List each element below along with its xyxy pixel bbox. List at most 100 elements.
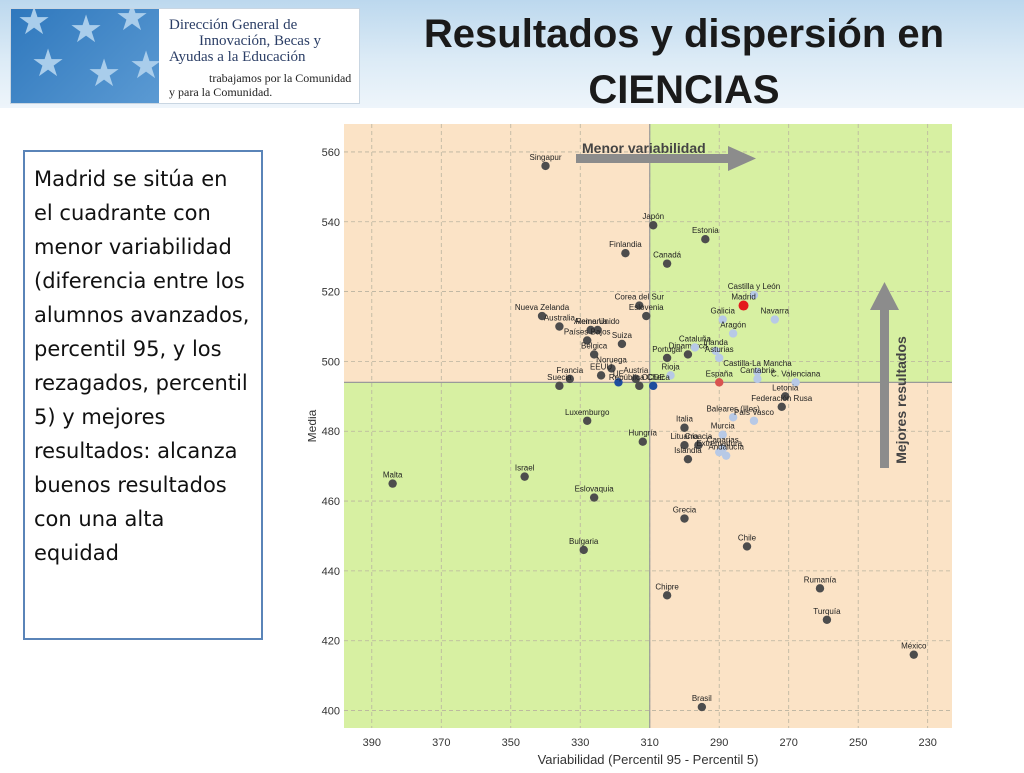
data-point [607, 364, 616, 373]
data-point [683, 454, 693, 464]
data-point [791, 378, 800, 387]
data-point [638, 437, 647, 446]
data-point [753, 367, 762, 377]
data-point-label: Castilla y León [728, 282, 780, 291]
org-line-4: trabajamos por la Comunidad [209, 71, 352, 85]
x-tick-label: 310 [641, 737, 659, 749]
data-point [555, 322, 564, 331]
data-point [520, 472, 529, 481]
quadrant-bottom-right [649, 382, 952, 728]
x-tick-label: 330 [571, 737, 589, 749]
data-point-label: Andalucía [708, 443, 744, 452]
data-point-label: Australia [544, 313, 576, 322]
data-point [697, 702, 707, 712]
data-point-label: Suiza [612, 331, 633, 340]
data-point-label: Eslovenia [629, 303, 664, 312]
data-point [583, 336, 592, 345]
data-point [749, 416, 759, 425]
y-tick-label: 440 [322, 566, 340, 578]
data-point [593, 325, 602, 335]
data-point [586, 325, 595, 335]
data-point-label: Chipre [655, 582, 679, 591]
data-point-label: Aragón [720, 320, 746, 329]
data-point [565, 374, 575, 384]
data-point-label: Estonia [692, 226, 719, 235]
data-point-label: Canadá [653, 251, 682, 260]
slide-title-line-1: Resultados y dispersión en [423, 12, 945, 56]
data-point-label: Japón [642, 212, 664, 221]
data-point-label: Eslovaquia [575, 485, 615, 494]
data-point-label: Nueva Zelanda [515, 303, 570, 312]
data-point-label: Bélgica [581, 341, 608, 350]
data-point [770, 315, 780, 324]
data-point-label: Asturias [705, 345, 734, 354]
data-point-label: México [901, 642, 927, 651]
y-tick-label: 500 [322, 356, 340, 368]
data-point [635, 381, 644, 391]
data-point-label: Italia [676, 415, 693, 424]
organization-name: Dirección General de Innovación, Becas y… [169, 17, 355, 99]
arrow-y-label: Mejores resultados [893, 336, 909, 464]
data-point [583, 416, 592, 425]
x-tick-label: 250 [849, 737, 867, 749]
data-point-label: Luxemburgo [565, 408, 610, 417]
data-point [718, 430, 727, 439]
y-tick-label: 480 [322, 426, 340, 438]
data-point-label: Hungría [629, 429, 658, 438]
data-point [662, 591, 672, 600]
data-point [815, 584, 825, 593]
data-point [388, 479, 397, 488]
data-point-label: Suecia [547, 373, 572, 382]
data-point-label: Islandia [674, 446, 702, 455]
scatter-chart-container: 390 370 350 330 310 290 270 250 230 400 420 440 460 4… [305, 108, 988, 768]
data-point [649, 381, 658, 391]
data-point-label: EEUU [590, 362, 612, 371]
x-tick-label: 270 [780, 737, 798, 749]
data-point [589, 493, 599, 502]
data-point [822, 615, 832, 624]
data-point-label: Dinamarca [669, 341, 708, 350]
data-point-label: Navarra [761, 307, 790, 316]
data-point-label: Países Bajos [564, 327, 611, 336]
data-point [777, 402, 786, 411]
data-point [909, 650, 918, 659]
data-point-label: Murcia [711, 422, 736, 431]
data-point [635, 301, 644, 310]
data-point-label: Francia [556, 366, 583, 375]
y-tick-label: 520 [322, 287, 340, 299]
header-banner: ★ ★ ★ ★ ★ ★ Dirección General de Innovac… [0, 0, 1024, 112]
data-point-label: Turquía [813, 607, 841, 616]
org-line-5: y para la Comunidad. [169, 85, 273, 99]
data-point-label: Extremadura [696, 439, 742, 448]
x-axis-title: Variabilidad (Percentil 95 - Percentil 5… [538, 752, 759, 767]
data-point [721, 451, 731, 460]
data-point-label: Madrid [731, 293, 755, 302]
arrow-x-label: Menor variabilidad [582, 140, 706, 156]
data-point-label: Reino Unido [576, 317, 621, 326]
data-point-label: Canarias [707, 436, 739, 445]
data-point [683, 350, 693, 359]
org-line-3: Ayudas a la Educación [169, 49, 306, 65]
data-point-label: C. Valenciana [771, 369, 821, 378]
data-point-label: Castilla-La Mancha [723, 359, 792, 368]
data-point-label: Galicia [710, 307, 735, 316]
quadrant-top-right [649, 124, 952, 383]
data-point [680, 441, 689, 450]
data-point [728, 329, 738, 338]
data-point-label: Baleares (Illes) [706, 404, 760, 413]
arrow-y-head [870, 282, 899, 310]
data-point-label: Finlandia [609, 240, 642, 249]
data-point-label: Alemania [574, 317, 608, 326]
data-point [715, 447, 724, 457]
y-tick-label: 420 [322, 636, 340, 648]
explanation-text: Madrid se sitúa en el cuadrante con meno… [34, 167, 250, 565]
data-point [711, 346, 720, 356]
arrow-y-shaft [880, 308, 889, 468]
quadrant-bottom-left [344, 382, 650, 728]
data-point-label: Irlanda [704, 338, 729, 347]
data-point-label: República Checa [609, 373, 670, 382]
data-point [749, 290, 759, 300]
x-tick-label: 370 [432, 737, 450, 749]
arrow-x-head [728, 146, 756, 171]
data-point-label: Bulgaria [569, 537, 599, 546]
